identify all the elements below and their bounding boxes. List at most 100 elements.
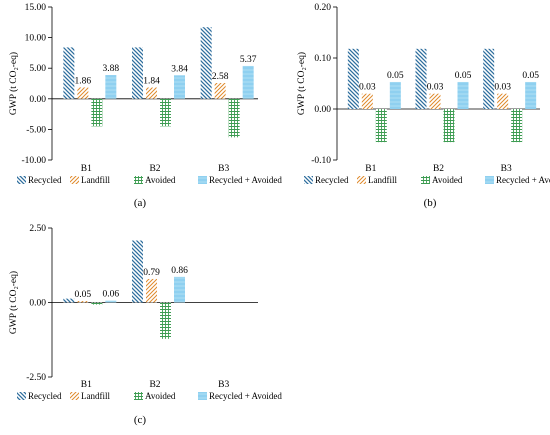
- legend-label: Recycled + Avoided: [209, 391, 282, 401]
- bar-landfill: [146, 278, 157, 303]
- y-tick-label: 0.00: [29, 299, 46, 309]
- legend-label: Avoided: [145, 391, 176, 401]
- data-label: 0.03: [494, 83, 511, 93]
- x-tick-label: B2: [149, 380, 160, 390]
- legend-swatch-recycled: [17, 392, 26, 400]
- data-label: 0.05: [387, 71, 404, 81]
- x-tick-label: B1: [365, 164, 376, 174]
- bar-avoided: [160, 98, 171, 127]
- legend-swatch-landfill: [70, 392, 79, 400]
- data-label: 0.05: [522, 71, 539, 81]
- y-tick-label: 0.00: [29, 95, 46, 105]
- bar-recycled: [415, 48, 427, 109]
- y-tick-label: 5.00: [29, 64, 46, 74]
- y-tick-label: 0.00: [314, 105, 331, 115]
- bar-recycled-avoided: [457, 81, 469, 109]
- panel-label: (a): [134, 197, 147, 209]
- data-label: 0.86: [171, 266, 188, 276]
- data-label: 1.84: [143, 77, 160, 87]
- bar-avoided: [91, 302, 103, 305]
- data-label: 5.37: [240, 55, 257, 65]
- legend-swatch-avoided: [421, 176, 430, 184]
- legend-swatch-recycled-avoided: [198, 392, 207, 400]
- bar-recycled: [132, 240, 143, 303]
- y-tick-label: 15.00: [25, 3, 47, 13]
- chart-panel-2: -0.10 0.00 0.10 0.20 GWP (t CO₂-eq) B1 0.03 0.0…: [296, 3, 550, 209]
- legend-swatch-recycled: [304, 176, 313, 184]
- legend-label: Landfill: [368, 175, 397, 185]
- legend-label: Recycled: [28, 391, 62, 401]
- x-tick-label: B2: [433, 164, 444, 174]
- y-axis-title: GWP (t CO₂-eq): [8, 271, 19, 334]
- bar-avoided: [160, 302, 171, 339]
- data-label: 3.84: [171, 64, 188, 74]
- data-label: 0.05: [75, 290, 92, 300]
- x-tick-label: B3: [501, 164, 512, 174]
- bar-landfill: [214, 83, 226, 99]
- panel-label: (b): [424, 197, 437, 209]
- bar-recycled-avoided: [174, 276, 185, 303]
- legend-swatch-recycled: [17, 176, 26, 184]
- y-tick-label: -5.00: [26, 125, 46, 135]
- x-tick-label: B3: [218, 380, 229, 390]
- data-label: 0.06: [103, 290, 120, 300]
- bar-avoided: [443, 109, 455, 143]
- x-tick-label: B3: [218, 164, 229, 174]
- legend-swatch-recycled-avoided: [485, 176, 494, 184]
- y-tick-label: -2.50: [26, 373, 46, 383]
- data-label: 0.79: [143, 268, 160, 278]
- bar-avoided: [511, 109, 523, 143]
- bar-recycled-avoided: [105, 75, 117, 99]
- bar-landfill: [429, 93, 441, 109]
- bar-recycled-avoided: [389, 81, 401, 109]
- bar-landfill: [146, 87, 157, 99]
- legend-swatch-landfill: [70, 176, 79, 184]
- legend-swatch-landfill: [357, 176, 366, 184]
- bar-landfill: [361, 93, 373, 109]
- y-axis-title: GWP (t CO₂-eq): [8, 52, 19, 115]
- legend-label: Landfill: [81, 175, 110, 185]
- y-tick-label: 2.50: [29, 224, 46, 234]
- bar-recycled: [63, 298, 75, 303]
- x-tick-label: B1: [81, 380, 92, 390]
- legend-swatch-recycled-avoided: [198, 176, 207, 184]
- chart-panel-1: -10.00 -5.00 0.00 5.00 10.00 15.00 GWP (t CO₂-…: [8, 3, 282, 209]
- bar-recycled-avoided: [242, 65, 254, 99]
- y-tick-label: -0.10: [311, 156, 331, 166]
- bar-recycled-avoided: [174, 75, 185, 99]
- legend-label: Recycled + Avoided: [209, 175, 282, 185]
- bar-landfill: [77, 87, 89, 99]
- data-label: 0.03: [427, 83, 444, 93]
- data-label: 3.88: [103, 64, 120, 74]
- chart-panel-3: -2.50 0.00 2.50 GWP (t CO₂-eq) B1 0.05 0.06 B2 0…: [8, 224, 282, 426]
- legend-label: Landfill: [81, 391, 110, 401]
- legend-label: Avoided: [432, 175, 463, 185]
- bar-recycled: [132, 47, 143, 99]
- x-tick-label: B1: [81, 164, 92, 174]
- data-label: 2.58: [212, 72, 229, 82]
- legend-label: Avoided: [145, 175, 176, 185]
- bar-recycled: [483, 48, 495, 109]
- y-tick-label: -10.00: [21, 156, 46, 166]
- bar-avoided: [375, 109, 387, 143]
- bar-landfill: [497, 93, 509, 109]
- bar-avoided: [91, 98, 103, 127]
- panel-label: (c): [134, 414, 147, 426]
- bar-recycled: [200, 27, 212, 99]
- bar-recycled: [347, 48, 359, 109]
- y-axis-title: GWP (t CO₂-eq): [296, 52, 307, 115]
- data-label: 1.86: [75, 76, 92, 86]
- legend-label: Recycled: [315, 175, 349, 185]
- y-tick-label: 10.00: [25, 34, 47, 44]
- legend-swatch-avoided: [134, 176, 143, 184]
- bar-avoided: [228, 98, 240, 138]
- bar-recycled-avoided: [525, 81, 537, 109]
- data-label: 0.03: [359, 83, 376, 93]
- legend-label: Recycled + Avoided: [496, 175, 550, 185]
- y-tick-label: 0.10: [314, 54, 331, 64]
- y-tick-label: 0.20: [314, 3, 331, 13]
- bar-recycled-avoided: [105, 300, 117, 303]
- bar-landfill: [77, 301, 89, 303]
- bar-recycled: [63, 47, 75, 99]
- legend-swatch-avoided: [134, 392, 143, 400]
